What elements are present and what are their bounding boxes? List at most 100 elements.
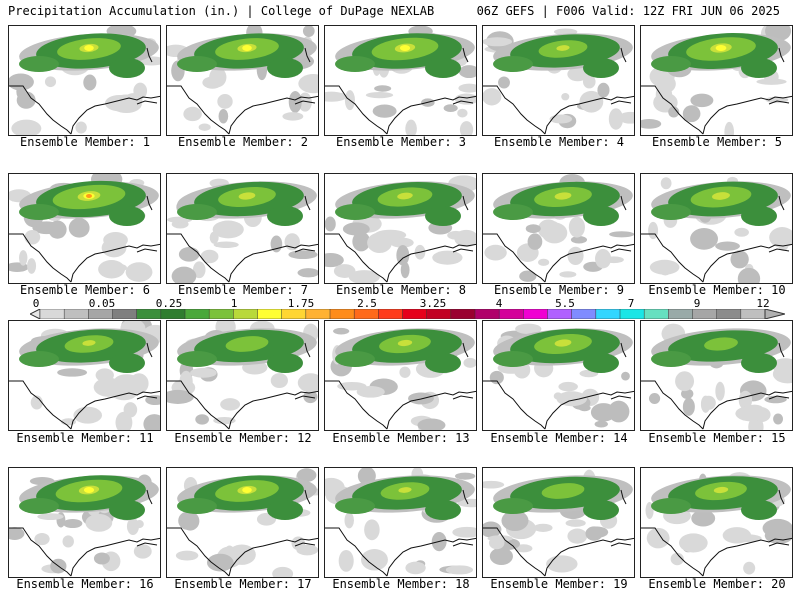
border-line	[136, 489, 158, 547]
trace-precip-area	[9, 527, 25, 540]
trace-precip-area	[125, 262, 153, 282]
colorbar-tick-label: 9	[693, 297, 701, 310]
trace-precip-area	[457, 498, 476, 508]
colorbar-swatch	[353, 309, 380, 319]
trace-precip-area	[325, 216, 336, 232]
trace-precip-area	[178, 247, 200, 262]
border-line	[768, 342, 790, 400]
precip-light	[335, 498, 375, 514]
precip-moderate	[704, 337, 738, 351]
coastline	[483, 380, 634, 430]
trace-precip-area	[405, 561, 426, 575]
border-line	[452, 195, 474, 253]
trace-precip-area	[181, 511, 200, 531]
ensemble-panel	[8, 467, 161, 578]
trace-precip-area	[609, 231, 634, 238]
trace-precip-area	[603, 256, 624, 264]
precip-map	[483, 469, 634, 577]
colorbar-swatch	[595, 309, 621, 319]
trace-precip-area	[183, 106, 202, 122]
coastline	[325, 380, 476, 430]
trace-precip-area	[734, 227, 749, 237]
trace-precip-area	[372, 104, 397, 118]
precip-map	[325, 175, 476, 283]
coastline	[325, 527, 476, 577]
ensemble-panel	[8, 25, 161, 136]
precip-light	[425, 500, 461, 520]
border-line	[452, 47, 474, 105]
trace-precip-area	[297, 268, 318, 278]
trace-precip-area	[454, 472, 476, 480]
trace-precip-area	[514, 544, 533, 553]
ensemble-member-label: Ensemble Member: 16	[16, 577, 154, 591]
precip-light	[493, 351, 533, 367]
coastline	[483, 527, 634, 577]
trace-precip-area	[567, 67, 589, 82]
trace-precip-area	[743, 561, 756, 575]
precip-light	[177, 204, 217, 220]
trace-precip-area	[454, 93, 476, 105]
trace-precip-area	[690, 228, 718, 250]
trace-precip-area	[296, 544, 318, 556]
coastline	[167, 233, 318, 283]
precip-light	[267, 58, 303, 78]
colorbar-tick-label: 0.25	[155, 297, 183, 310]
colorbar-swatch	[88, 309, 114, 319]
trace-precip-area	[198, 123, 211, 131]
trace-precip-area	[738, 390, 753, 410]
precip-heavy	[713, 486, 729, 494]
ensemble-member-label: Ensemble Member: 19	[490, 577, 628, 591]
precip-heavy	[554, 339, 572, 347]
trace-precip-area	[527, 233, 543, 250]
ensemble-member-label: Ensemble Member: 11	[16, 431, 154, 445]
precip-heavy	[712, 192, 730, 200]
trace-precip-area	[348, 270, 380, 283]
trace-precip-area	[649, 259, 680, 275]
precip-light	[109, 58, 145, 78]
precip-light	[267, 500, 303, 520]
trace-precip-area	[670, 552, 684, 566]
trace-precip-area	[730, 250, 749, 269]
precip-map	[167, 178, 318, 283]
colorbar-ticks: 0 0.05 0.25 1 1.75 2.5 3.25 4 5.5 7 9 12	[0, 297, 800, 310]
coastline	[167, 380, 318, 430]
trace-precip-area	[756, 78, 787, 85]
trace-precip-area	[432, 250, 463, 265]
trace-precip-area	[16, 83, 26, 100]
colorbar-swatch	[498, 309, 525, 319]
ensemble-panel	[482, 467, 635, 578]
border-line	[294, 342, 316, 400]
trace-precip-area	[325, 253, 344, 268]
coastline	[483, 85, 634, 135]
ensemble-member-label: Ensemble Member: 6	[19, 283, 151, 297]
precip-light	[267, 353, 303, 373]
trace-precip-area	[209, 231, 219, 244]
precip-light	[493, 204, 533, 220]
trace-precip-area	[298, 74, 318, 94]
ensemble-panel	[640, 25, 793, 136]
trace-precip-area	[302, 26, 315, 37]
precip-moderate	[541, 483, 585, 499]
trace-precip-area	[48, 220, 67, 239]
ensemble-member-label: Ensemble Member: 8	[335, 283, 467, 297]
trace-precip-area	[68, 218, 90, 238]
colorbar-swatch	[716, 309, 742, 319]
ensemble-panel	[166, 25, 319, 136]
trace-precip-area	[103, 231, 128, 249]
coastline	[641, 233, 792, 283]
coastline	[9, 527, 160, 577]
colorbar-min-arrow	[30, 309, 41, 319]
trace-precip-area	[447, 230, 465, 240]
trace-precip-area	[773, 413, 784, 425]
trace-precip-area	[621, 371, 630, 381]
colorbar-swatch	[281, 309, 307, 319]
precip-light	[651, 351, 691, 367]
border-line	[294, 47, 316, 105]
precip-map	[325, 26, 476, 135]
trace-precip-area	[282, 112, 304, 121]
precip-heavy	[82, 340, 96, 346]
precip-map	[9, 174, 160, 283]
trace-precip-area	[458, 83, 476, 93]
trace-precip-area	[565, 519, 586, 527]
precip-map	[483, 174, 634, 283]
